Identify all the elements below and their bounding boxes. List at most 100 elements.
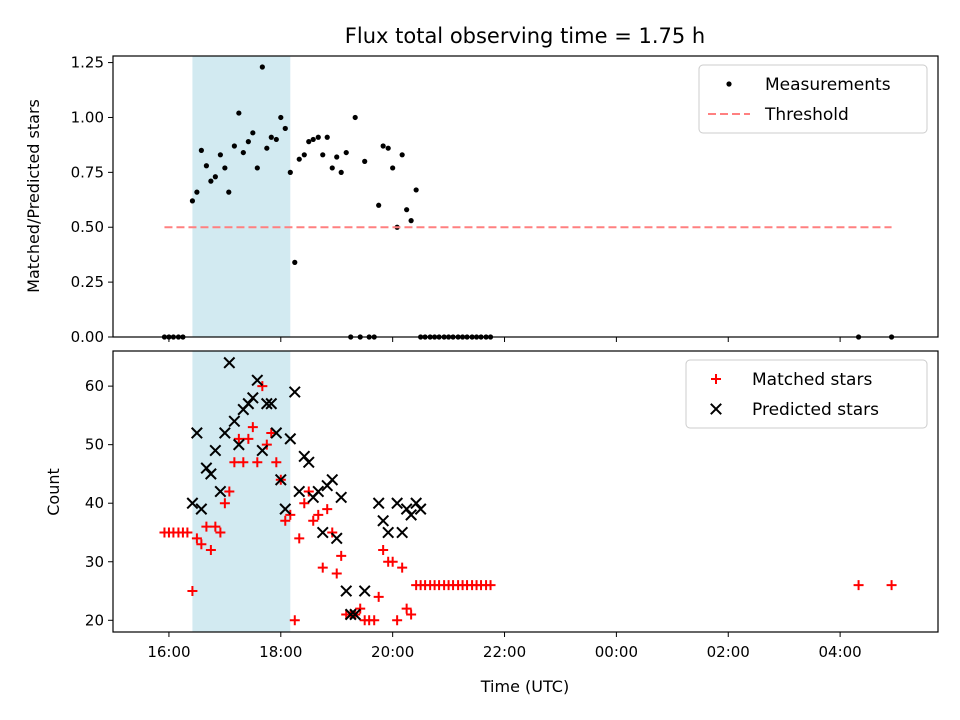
measurement-point bbox=[245, 139, 251, 145]
predicted-stars-point bbox=[377, 514, 390, 527]
matched-stars-point bbox=[886, 580, 897, 591]
count-panel: 20 30 40 50 60 16:00 18:00 20:00 22:00 00:00 02:00… bbox=[85, 350, 939, 661]
measurement-point bbox=[273, 136, 279, 143]
measurement-point bbox=[404, 207, 410, 213]
measurement-point bbox=[315, 134, 321, 140]
legend-dot-swatch bbox=[726, 81, 732, 87]
matched-stars-point bbox=[233, 433, 244, 444]
measurement-point bbox=[236, 110, 242, 116]
measurement-point bbox=[376, 202, 382, 208]
predicted-stars-point bbox=[288, 386, 301, 398]
matched-stars-point bbox=[201, 521, 212, 532]
measurement-point bbox=[231, 143, 237, 149]
measurement-point bbox=[254, 165, 260, 171]
y-tick-label: 0.75 bbox=[71, 163, 104, 181]
bottom-y-axis-label: Count bbox=[44, 468, 63, 516]
x-tick-label: 22:00 bbox=[483, 643, 526, 661]
predicted-stars-point bbox=[251, 374, 264, 387]
matched-stars-point bbox=[252, 457, 263, 468]
predicted-stars-point bbox=[316, 526, 329, 539]
ratio-panel: 0.00 0.25 0.50 0.75 1.00 1.25 Measurements Thre… bbox=[71, 54, 939, 346]
measurement-point bbox=[212, 174, 218, 180]
predicted-stars-point bbox=[223, 356, 236, 369]
matched-stars-point bbox=[322, 504, 333, 515]
legend-label: Matched stars bbox=[752, 370, 872, 390]
predicted-stars-point bbox=[372, 497, 385, 510]
matched-stars-point bbox=[369, 615, 380, 626]
legend-label: Threshold bbox=[764, 105, 849, 125]
measurement-point bbox=[320, 152, 326, 158]
measurement-point bbox=[362, 158, 368, 164]
x-tick-label: 18:00 bbox=[259, 643, 302, 661]
matched-stars-point bbox=[196, 539, 207, 550]
legend-box bbox=[685, 359, 928, 429]
measurement-point bbox=[222, 165, 228, 171]
measurement-point bbox=[208, 178, 214, 184]
matched-stars-point bbox=[485, 580, 496, 591]
matched-stars-point bbox=[378, 545, 389, 556]
predicted-stars-point bbox=[293, 485, 306, 498]
matched-stars-point bbox=[387, 556, 398, 567]
count-panel-observing-span bbox=[192, 351, 291, 632]
x-tick-label: 16:00 bbox=[147, 643, 190, 661]
measurement-point bbox=[301, 152, 307, 158]
matched-stars-point bbox=[317, 562, 328, 573]
predicted-stars-point bbox=[190, 427, 203, 439]
matched-stars-point bbox=[289, 615, 300, 626]
predicted-stars-point bbox=[284, 432, 297, 445]
predicted-stars-point bbox=[232, 438, 245, 451]
measurement-point bbox=[264, 145, 270, 151]
matched-stars-point bbox=[266, 427, 277, 438]
matched-stars-point bbox=[285, 509, 296, 520]
measurement-point bbox=[268, 134, 274, 140]
measurement-point bbox=[259, 64, 265, 70]
matched-stars-point bbox=[392, 615, 403, 626]
y-tick-label: 40 bbox=[85, 494, 104, 512]
predicted-stars-point bbox=[260, 397, 273, 410]
x-tick-label: 00:00 bbox=[595, 643, 638, 661]
measurement-point bbox=[250, 130, 256, 136]
predicted-stars-point bbox=[302, 456, 315, 469]
legend-label: Predicted stars bbox=[752, 400, 879, 420]
matched-stars-point bbox=[224, 486, 235, 497]
predicted-stars-point bbox=[270, 427, 283, 439]
measurement-point bbox=[329, 165, 335, 171]
measurement-point bbox=[343, 149, 349, 156]
x-tick-label: 02:00 bbox=[707, 643, 750, 661]
matched-stars-point bbox=[238, 457, 249, 468]
measurement-point bbox=[380, 143, 386, 149]
measurement-point bbox=[352, 114, 358, 121]
predicted-stars-point bbox=[204, 468, 217, 480]
predicted-stars-point bbox=[358, 585, 371, 597]
matched-stars-point bbox=[336, 550, 347, 561]
legend-label: Measurements bbox=[765, 75, 891, 95]
matched-stars-point bbox=[853, 580, 864, 591]
matched-stars-point bbox=[397, 562, 408, 573]
matched-stars-point bbox=[299, 498, 310, 509]
measurement-point bbox=[198, 147, 204, 153]
measurement-point bbox=[324, 134, 330, 140]
measurement-point bbox=[226, 189, 232, 195]
y-tick-label: 30 bbox=[85, 553, 104, 571]
matched-stars-point bbox=[406, 609, 417, 620]
y-tick-label: 0.25 bbox=[71, 273, 104, 291]
y-tick-label: 1.25 bbox=[71, 54, 104, 72]
measurement-point bbox=[194, 189, 200, 195]
x-axis-label: Time (UTC) bbox=[480, 677, 569, 696]
legend-box bbox=[698, 64, 928, 134]
measurement-point bbox=[282, 125, 288, 132]
y-tick-label: 50 bbox=[85, 436, 104, 454]
matched-stars-point bbox=[294, 533, 305, 544]
predicted-stars-point bbox=[274, 473, 287, 486]
matched-stars-point bbox=[401, 603, 412, 614]
measurement-point bbox=[338, 169, 344, 175]
predicted-stars-point bbox=[335, 491, 348, 504]
predicted-stars-point bbox=[209, 444, 222, 457]
measurement-point bbox=[203, 163, 210, 169]
predicted-stars-point bbox=[414, 503, 427, 515]
measurement-point bbox=[385, 145, 391, 151]
predicted-stars-point bbox=[195, 503, 208, 515]
matched-stars-point bbox=[205, 545, 216, 556]
matched-stars-point bbox=[191, 533, 202, 544]
matched-stars-point bbox=[280, 515, 291, 526]
